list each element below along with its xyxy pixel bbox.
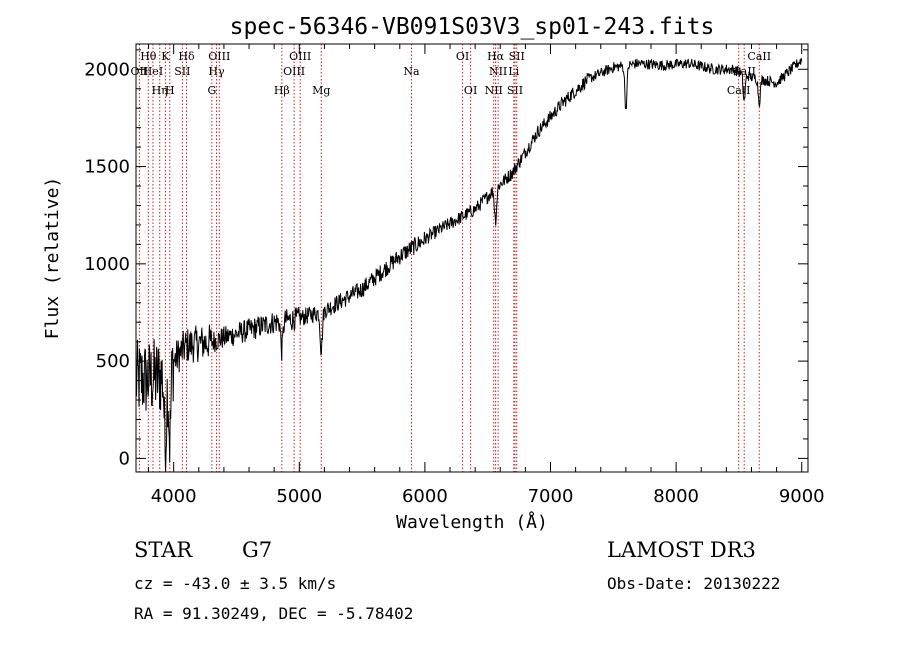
y-tick-label: 1000 [84,254,130,275]
x-tick-label: 6000 [402,486,448,507]
spectrum-series [135,57,803,473]
spectral-line-label: Hγ [208,65,225,78]
redshift-velocity: cz = -43.0 ± 3.5 km/s [134,574,337,593]
spectral-line-label: HeI [143,65,163,78]
spectral-line-label: SII [509,50,525,63]
spectral-line-label: Hβ [274,84,290,97]
spectral-line-label: OI [464,84,477,97]
axis-ticks: 4000 5000 6000 7000 8000 9000 0 500 1000 1500 2000 [84,44,825,507]
object-type: STAR [134,538,193,562]
x-tick-label: 5000 [276,486,322,507]
y-tick-label: 0 [119,448,130,469]
spectral-line-label: SII [174,65,190,78]
chart-title: spec-56346-VB091S03V3_sp01-243.fits [230,14,715,40]
spectral-line-label: OI [456,50,469,63]
spectral-line-label: OIII [208,50,230,63]
spectral-line-label: NII [485,84,503,97]
spectral-line-label: Hη [152,84,168,97]
spectral-line-label: SII [507,84,523,97]
spectral-line-label: Hθ [140,50,157,63]
plot-frame [135,43,809,473]
spectral-line-label: Hα [487,50,505,63]
x-tick-label: 4000 [151,486,197,507]
x-axis-label: Wavelength (Å) [396,511,548,533]
spectral-line-label: CaII [727,84,751,97]
spectral-line-label: OII [131,65,149,78]
spectral-line-label: NII [489,65,507,78]
spectral-subclass: G7 [242,538,273,562]
y-axis-label: Flux (relative) [42,177,63,340]
survey-name: LAMOST DR3 [607,538,756,562]
x-tick-label: 8000 [653,486,699,507]
spectral-line-label: G [207,84,216,97]
y-tick-label: 500 [96,351,130,372]
y-tick-label: 1500 [84,157,130,178]
spectral-line-label: Na [403,65,420,78]
observation-date: Obs-Date: 20130222 [607,574,781,593]
x-tick-label: 7000 [528,486,574,507]
x-tick-label: 9000 [779,486,825,507]
spectral-line-label: OIII [289,50,311,63]
spectral-line-label: K [161,50,170,63]
y-tick-label: 2000 [84,59,130,80]
spectral-line-label: OIII [283,65,305,78]
spectral-line-label: Li [508,65,519,78]
spectral-line-label: CaII [747,50,771,63]
spectral-line-label: Mg [312,84,330,97]
spectral-line-label: Hδ [178,50,195,63]
coordinates: RA = 91.30249, DEC = -5.78402 [134,604,414,623]
spectral-line-label: H [165,84,175,97]
